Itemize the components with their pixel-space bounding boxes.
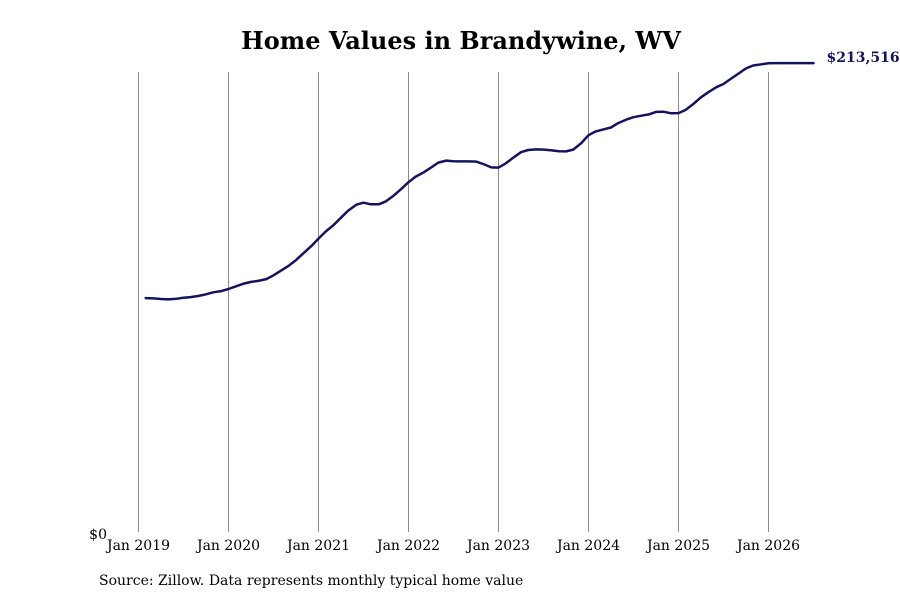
x-tick-label: Jan 2024 <box>555 538 620 554</box>
x-tick-label: Jan 2021 <box>285 538 350 554</box>
x-tick-label: Jan 2022 <box>375 538 440 554</box>
source-note: Source: Zillow. Data represents monthly … <box>99 573 524 589</box>
chart-title: Home Values in Brandywine, WV <box>241 26 681 55</box>
x-tick-label: Jan 2019 <box>105 538 170 554</box>
y-axis-zero-label: $0 <box>89 527 107 543</box>
series-line <box>144 61 815 301</box>
x-tick-label: Jan 2023 <box>465 538 530 554</box>
x-tick-label: Jan 2025 <box>645 538 710 554</box>
end-value-label: $213,516 <box>827 50 900 66</box>
gridlines <box>138 72 769 532</box>
x-tick-label: Jan 2020 <box>195 538 260 554</box>
series-layer <box>144 61 815 301</box>
x-tick-label: Jan 2026 <box>735 538 800 554</box>
x-axis: Jan 2019 Jan 2020 Jan 2021 Jan 2022 Jan 2023… <box>105 538 800 554</box>
